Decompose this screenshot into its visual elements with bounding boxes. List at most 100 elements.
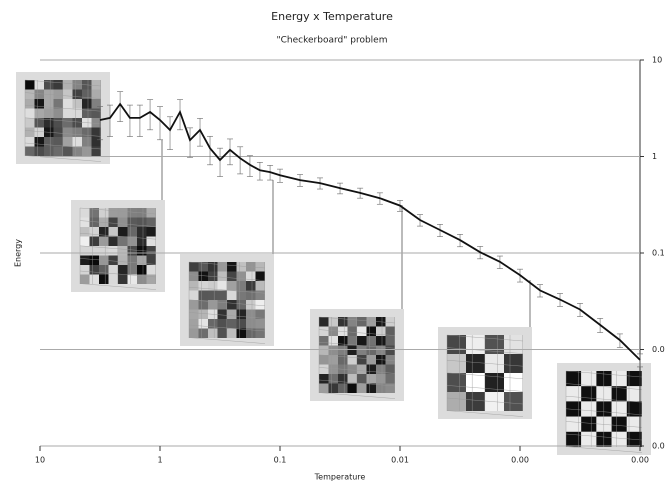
inset-cell	[357, 355, 367, 365]
error-bar	[207, 135, 214, 166]
inset-cell	[146, 217, 156, 227]
inset-cell	[146, 236, 156, 246]
inset-cell	[447, 354, 466, 373]
inset-hatch	[318, 329, 396, 336]
error-bar	[107, 104, 114, 137]
inset-cell	[227, 262, 237, 272]
inset-cell	[108, 255, 118, 265]
inset-cell	[208, 328, 218, 338]
inset-cell	[108, 208, 118, 218]
inset-cell	[466, 373, 485, 392]
inset-cell	[53, 80, 63, 90]
inset-cell	[611, 401, 627, 417]
inset-cell	[208, 262, 218, 272]
inset-cell	[319, 374, 329, 384]
inset-cell	[108, 217, 118, 227]
inset-cell	[198, 262, 208, 272]
inset-hatch	[565, 421, 643, 428]
error-bar	[147, 99, 154, 131]
inset-cell	[198, 281, 208, 291]
inset-cell	[611, 371, 627, 387]
inset-cell	[504, 354, 523, 373]
inset-cell	[25, 80, 35, 90]
inset-cell	[118, 246, 128, 256]
inset-hatch	[446, 385, 524, 392]
inset-cell	[34, 108, 44, 118]
inset-cell	[137, 265, 147, 275]
inset-cell	[99, 217, 109, 227]
inset-cell	[328, 383, 338, 393]
y-tick-label: 0.0	[652, 345, 665, 354]
inset-cell	[44, 99, 54, 109]
inset-cell	[80, 246, 90, 256]
inset-cell	[53, 99, 63, 109]
inset-cell	[328, 364, 338, 374]
inset-cell	[626, 416, 642, 432]
error-bar	[217, 147, 224, 177]
inset-cell	[72, 80, 82, 90]
inset-cell	[63, 99, 73, 109]
inset-cell	[366, 336, 376, 346]
inset-cell	[376, 374, 386, 384]
inset-cell	[118, 265, 128, 275]
inset-cell	[357, 364, 367, 374]
inset-cell	[44, 118, 54, 128]
inset-cell	[319, 326, 329, 336]
inset-cell	[34, 89, 44, 99]
inset-cell	[227, 300, 237, 310]
inset-cell	[328, 326, 338, 336]
inset-cell	[63, 137, 73, 147]
inset-cell	[108, 236, 118, 246]
inset-cell	[328, 336, 338, 346]
inset-cell	[63, 118, 73, 128]
inset-cell	[236, 300, 246, 310]
inset-cell	[347, 355, 357, 365]
error-bar	[167, 116, 174, 150]
inset-cell	[385, 345, 395, 355]
inset-cell	[328, 355, 338, 365]
inset-cell	[447, 335, 466, 354]
inset-cell	[63, 146, 73, 156]
inset-cell	[25, 89, 35, 99]
inset-cell	[246, 281, 256, 291]
inset-cell	[198, 328, 208, 338]
inset-cell	[25, 118, 35, 128]
inset-cell	[63, 89, 73, 99]
inset-cell	[80, 208, 90, 218]
inset-cell	[118, 255, 128, 265]
inset-cell	[208, 319, 218, 329]
inset-cell	[91, 127, 101, 137]
inset-cell	[328, 345, 338, 355]
inset-cell	[255, 281, 265, 291]
inset-cell	[189, 319, 199, 329]
inset-cell	[319, 336, 329, 346]
inset-cell	[127, 236, 137, 246]
inset-cell	[611, 386, 627, 402]
inset-cell	[255, 300, 265, 310]
inset-cell	[227, 309, 237, 319]
inset-hatch	[565, 408, 643, 415]
inset-cell	[447, 392, 466, 411]
y-tick-label: 0.1	[652, 249, 665, 258]
inset-cell	[146, 208, 156, 218]
inset-cell	[108, 265, 118, 275]
inset-cell	[338, 326, 348, 336]
inset-cell	[137, 217, 147, 227]
inset-hatch	[318, 392, 396, 399]
error-bar	[237, 146, 244, 175]
inset-hatch	[24, 117, 102, 124]
inset-cell	[72, 146, 82, 156]
inset-cell	[626, 401, 642, 417]
inset-hatch	[188, 299, 266, 306]
inset-cell	[347, 383, 357, 393]
inset-cell	[611, 416, 627, 432]
inset-cell	[581, 371, 597, 387]
error-bar	[227, 138, 234, 166]
inset-cell	[357, 374, 367, 384]
inset-cell	[189, 262, 199, 272]
inset-cell	[34, 80, 44, 90]
inset-cell	[357, 317, 367, 327]
inset-cell	[338, 355, 348, 365]
chart-subtitle: "Checkerboard" problem	[277, 36, 388, 46]
inset-cell	[385, 355, 395, 365]
